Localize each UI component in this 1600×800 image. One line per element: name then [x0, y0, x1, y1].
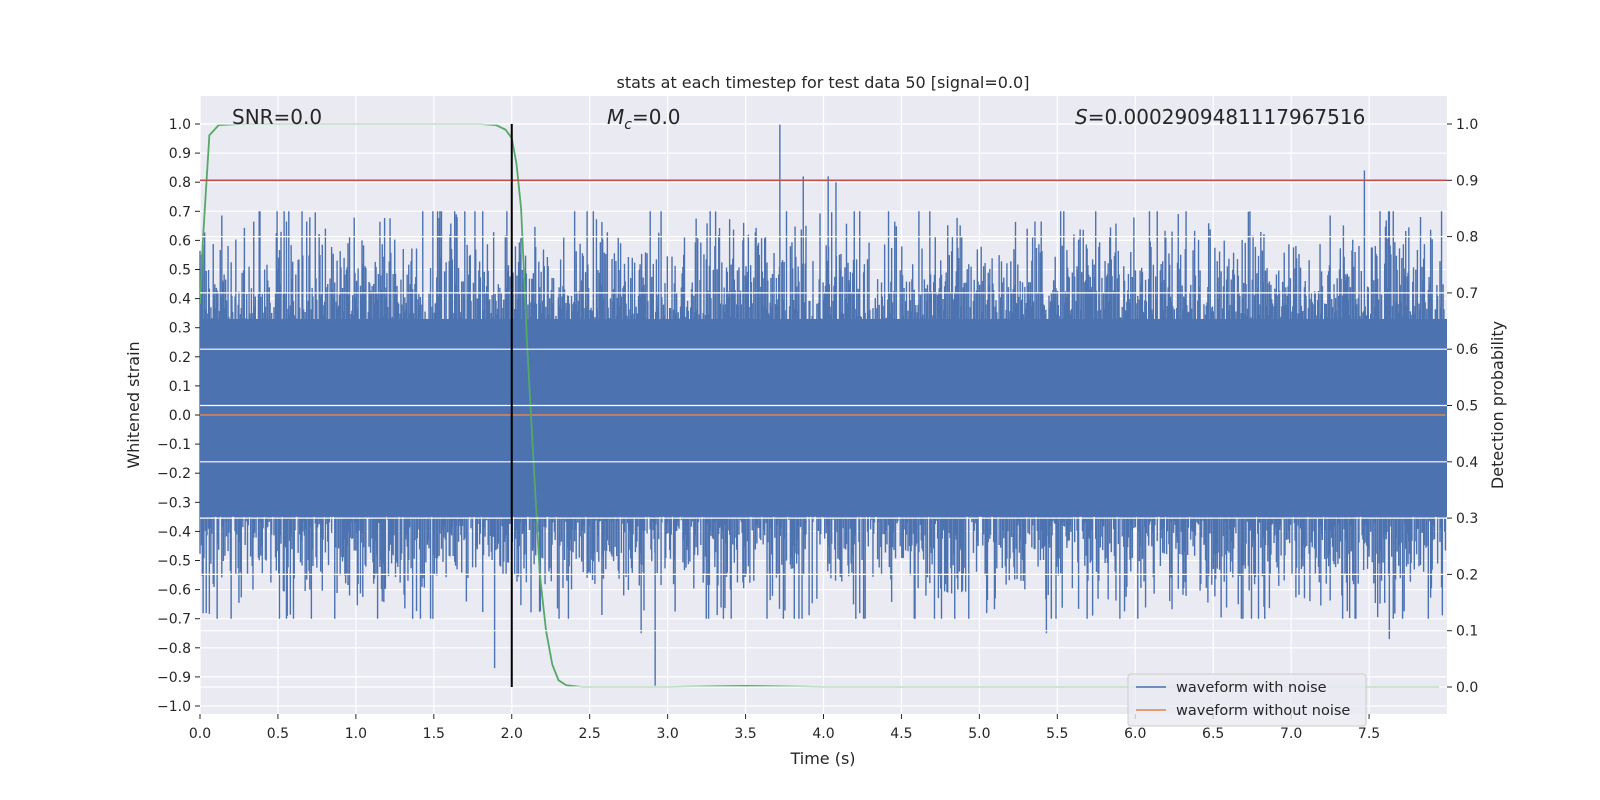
y-right-axis-label: Detection probability: [1488, 321, 1507, 489]
y-right-tick-label: 1.0: [1456, 117, 1478, 133]
s-symbol: S: [1075, 105, 1088, 129]
y-left-tick-label: −0.2: [157, 466, 191, 482]
waveform-with-noise-series: [199, 124, 1447, 686]
x-tick-label: 2.5: [579, 726, 601, 742]
y-left-tick-label: −0.8: [157, 641, 191, 657]
y-left-tick-label: 0.5: [169, 263, 191, 279]
y-left-axis-ticks: 1.0 0.9 0.8 0.7 0.6 0.5 0.4 0.3 0.2 0.1 0.0 −0.1 −0.…: [157, 117, 200, 715]
x-tick-label: 4.5: [890, 726, 912, 742]
waveform-with-noise-core: [200, 318, 1447, 517]
y-left-tick-label: −0.1: [157, 437, 191, 453]
y-left-axis-label: Whitened strain: [124, 341, 143, 468]
y-left-tick-label: 0.3: [169, 321, 191, 337]
y-right-tick-label: 0.9: [1456, 173, 1478, 189]
chirp-mass-annotation: Mc=0.0: [607, 105, 681, 133]
legend: waveform with noise waveform without noi…: [1127, 673, 1367, 727]
y-left-tick-label: −0.3: [157, 495, 191, 511]
chirp-mass-subscript: c: [624, 117, 632, 133]
y-right-tick-label: 0.7: [1456, 286, 1478, 302]
legend-box: [1127, 673, 1367, 727]
x-tick-label: 2.0: [501, 726, 523, 742]
x-tick-label: 5.5: [1046, 726, 1068, 742]
legend-label-clean: waveform without noise: [1176, 703, 1350, 719]
snr-annotation: SNR=0.0: [232, 105, 322, 129]
y-right-tick-label: 0.2: [1456, 567, 1478, 583]
y-right-tick-label: 0.3: [1456, 511, 1478, 527]
y-left-tick-label: 0.0: [169, 408, 191, 424]
x-tick-label: 1.0: [345, 726, 367, 742]
chart-title: stats at each timestep for test data 50 …: [617, 73, 1030, 92]
y-left-tick-label: 0.9: [169, 146, 191, 162]
y-right-axis-ticks: 1.0 0.9 0.8 0.7 0.6 0.5 0.4 0.3 0.2 0.1 0.0: [1447, 117, 1478, 696]
x-tick-label: 7.0: [1280, 726, 1302, 742]
x-tick-label: 3.0: [656, 726, 678, 742]
y-left-tick-label: −1.0: [157, 699, 191, 715]
y-right-tick-label: 0.5: [1456, 399, 1478, 415]
y-left-tick-label: −0.9: [157, 670, 191, 686]
y-right-tick-label: 0.0: [1456, 680, 1478, 696]
x-tick-label: 0.5: [267, 726, 289, 742]
x-tick-label: 6.0: [1124, 726, 1146, 742]
x-axis-label: Time (s): [789, 749, 855, 768]
y-left-tick-label: 0.8: [169, 175, 191, 191]
chirp-mass-symbol: M: [607, 105, 624, 129]
s-value: =0.0002909481117967516: [1088, 105, 1366, 129]
legend-label-noise: waveform with noise: [1176, 680, 1327, 696]
y-right-tick-label: 0.1: [1456, 624, 1478, 640]
y-left-tick-label: −0.6: [157, 583, 191, 599]
y-left-tick-label: 0.4: [169, 292, 191, 308]
x-tick-label: 0.0: [189, 726, 211, 742]
x-axis-ticks: 0.0 0.5 1.0 1.5 2.0 2.5 3.0 3.5 4.0 4.5 5.0 5.5 6.0 6…: [189, 714, 1380, 742]
y-left-tick-label: 0.7: [169, 204, 191, 220]
y-left-tick-label: −0.5: [157, 554, 191, 570]
s-annotation: S=0.0002909481117967516: [1075, 105, 1365, 129]
y-left-tick-label: 0.1: [169, 379, 191, 395]
y-right-tick-label: 0.8: [1456, 230, 1478, 246]
reference-lines: [200, 123, 1447, 688]
x-tick-label: 3.5: [734, 726, 756, 742]
x-tick-label: 1.5: [423, 726, 445, 742]
x-tick-label: 7.5: [1358, 726, 1380, 742]
chirp-mass-value: =0.0: [632, 105, 681, 129]
x-tick-label: 5.0: [968, 726, 990, 742]
y-left-tick-label: 0.2: [169, 350, 191, 366]
y-left-tick-label: −0.4: [157, 524, 191, 540]
x-tick-label: 6.5: [1202, 726, 1224, 742]
y-left-tick-label: 0.6: [169, 233, 191, 249]
y-right-tick-label: 0.4: [1456, 455, 1478, 471]
x-tick-label: 4.0: [812, 726, 834, 742]
y-left-tick-label: 1.0: [169, 117, 191, 133]
y-left-tick-label: −0.7: [157, 612, 191, 628]
y-right-tick-label: 0.6: [1456, 342, 1478, 358]
